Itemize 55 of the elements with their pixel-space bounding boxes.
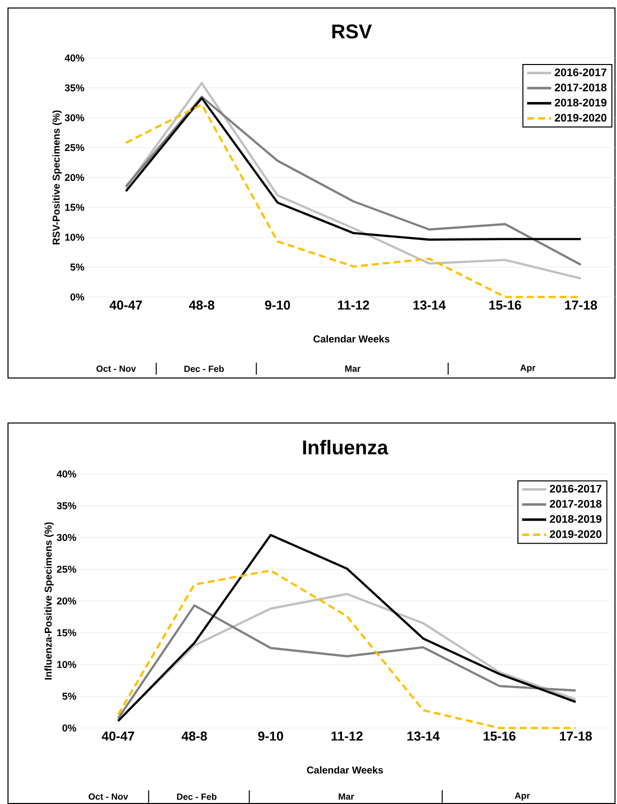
y-tick-label: 40% [64, 54, 84, 62]
y-tick-label: 20% [56, 597, 76, 605]
text: Dec - Feb [177, 793, 216, 800]
legend-label: 2019-2020 [550, 530, 602, 538]
x-tick-label: 17-18 [560, 732, 592, 741]
y-tick-label: 40% [56, 470, 76, 478]
y-tick-label: 30% [64, 114, 84, 122]
text: Dec - Feb [184, 365, 224, 372]
y-tick-label: 5% [62, 692, 76, 700]
y-axis-title: RSV-Positive Specimens (%) [52, 110, 62, 244]
y-tick-label: 30% [56, 534, 76, 542]
x-tick-label: 11-12 [332, 732, 363, 741]
y-tick-label: 0% [62, 724, 76, 732]
legend-label: 2018-2019 [550, 515, 602, 523]
x-tick-label: 15-16 [484, 732, 516, 741]
legend-label: 2018-2019 [554, 98, 606, 106]
y-tick-label: 10% [65, 234, 84, 241]
x-tick-label: 13-14 [413, 300, 446, 310]
x-axis-title: Calendar Weeks [314, 335, 390, 342]
text: Apr [520, 364, 536, 373]
y-tick-label: 35% [56, 502, 76, 510]
text: Oct - Nov [88, 793, 128, 800]
x-tick-label: 17-18 [565, 300, 598, 310]
x-tick-label: 48-8 [182, 732, 207, 741]
y-tick-label: 25% [64, 144, 84, 152]
legend-label: 2017-2018 [554, 84, 607, 92]
y-tick-label: 15% [65, 204, 84, 211]
x-tick-label: 13-14 [407, 732, 440, 741]
legend-label: 2016-2017 [554, 68, 606, 76]
y-tick-label: 20% [64, 174, 84, 182]
line-series [117, 569, 577, 730]
y-tick-label: 15% [57, 629, 76, 636]
legend-label: 2019-2020 [554, 114, 606, 122]
x-tick-label: 40-47 [102, 732, 134, 741]
x-tick-label: 9-10 [265, 300, 290, 310]
x-tick-label: 40-47 [110, 300, 142, 310]
y-tick-label: 25% [56, 566, 76, 573]
x-tick-label: 48-8 [188, 300, 214, 310]
x-tick-label: 11-12 [338, 300, 370, 310]
y-tick-label: 0% [70, 293, 84, 301]
text: Apr [514, 792, 530, 801]
legend-label: 2016-2017 [550, 484, 602, 493]
x-tick-label: 15-16 [489, 300, 522, 310]
legend-label: 2017-2018 [550, 500, 602, 508]
text: Mar [345, 366, 360, 372]
x-axis-title: Calendar Weeks [307, 766, 383, 774]
chart-title: Influenza [303, 440, 388, 454]
y-tick-label: 10% [57, 660, 76, 668]
y-axis-title: Influenza-Positive Specimens (%) [44, 522, 54, 680]
y-tick-label: 35% [64, 84, 84, 92]
chart-title: RSV [332, 24, 372, 38]
text: Mar [338, 793, 354, 800]
x-tick-label: 9-10 [258, 732, 284, 741]
y-tick-label: 5% [70, 264, 84, 271]
text: Oct - Nov [96, 366, 136, 372]
